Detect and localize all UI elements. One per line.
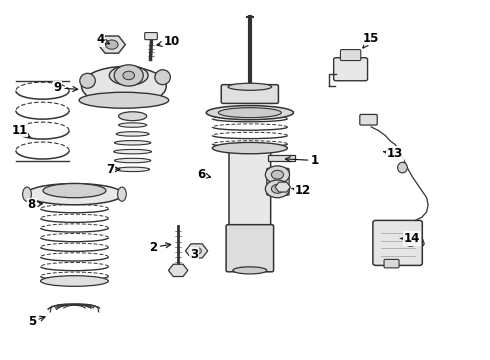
FancyBboxPatch shape: [145, 32, 157, 40]
FancyBboxPatch shape: [226, 225, 273, 272]
Circle shape: [114, 65, 143, 86]
Text: 11: 11: [12, 124, 31, 138]
Text: 14: 14: [400, 232, 420, 245]
Ellipse shape: [119, 123, 147, 127]
Ellipse shape: [26, 184, 123, 205]
Ellipse shape: [116, 132, 149, 136]
Circle shape: [406, 239, 416, 247]
Ellipse shape: [79, 92, 169, 108]
Text: 12: 12: [292, 184, 311, 197]
Circle shape: [266, 180, 290, 198]
Ellipse shape: [115, 158, 151, 163]
Ellipse shape: [23, 187, 31, 201]
Ellipse shape: [155, 70, 171, 85]
Text: 2: 2: [149, 241, 171, 254]
FancyBboxPatch shape: [373, 220, 422, 265]
Ellipse shape: [212, 143, 288, 154]
Circle shape: [105, 40, 118, 49]
Ellipse shape: [80, 73, 96, 88]
Text: 4: 4: [97, 33, 110, 46]
Ellipse shape: [118, 187, 126, 201]
Text: 3: 3: [190, 248, 198, 261]
FancyBboxPatch shape: [229, 147, 270, 231]
Text: 10: 10: [157, 35, 179, 48]
Ellipse shape: [43, 184, 106, 198]
Ellipse shape: [41, 276, 108, 286]
Text: 8: 8: [28, 198, 43, 211]
Text: 6: 6: [197, 168, 211, 181]
Ellipse shape: [397, 162, 407, 173]
Text: 9: 9: [53, 81, 78, 94]
Text: 5: 5: [28, 315, 45, 328]
FancyBboxPatch shape: [221, 85, 278, 103]
Circle shape: [123, 71, 135, 80]
Circle shape: [271, 184, 284, 193]
Ellipse shape: [119, 112, 147, 121]
Circle shape: [271, 170, 284, 179]
FancyBboxPatch shape: [384, 260, 399, 268]
Circle shape: [192, 247, 201, 255]
Text: 15: 15: [363, 32, 379, 48]
FancyBboxPatch shape: [341, 50, 361, 60]
Ellipse shape: [109, 66, 148, 85]
FancyBboxPatch shape: [360, 114, 377, 125]
Circle shape: [266, 166, 290, 184]
Ellipse shape: [115, 140, 151, 145]
FancyBboxPatch shape: [267, 168, 289, 195]
Ellipse shape: [228, 83, 271, 90]
Ellipse shape: [81, 67, 166, 105]
Text: 7: 7: [106, 163, 120, 176]
Ellipse shape: [219, 108, 281, 118]
Ellipse shape: [116, 167, 149, 172]
Text: 1: 1: [285, 154, 319, 167]
Text: 13: 13: [384, 147, 403, 160]
Polygon shape: [268, 155, 295, 161]
Ellipse shape: [114, 149, 151, 154]
FancyBboxPatch shape: [334, 58, 368, 81]
Ellipse shape: [206, 105, 294, 120]
Ellipse shape: [233, 267, 267, 274]
